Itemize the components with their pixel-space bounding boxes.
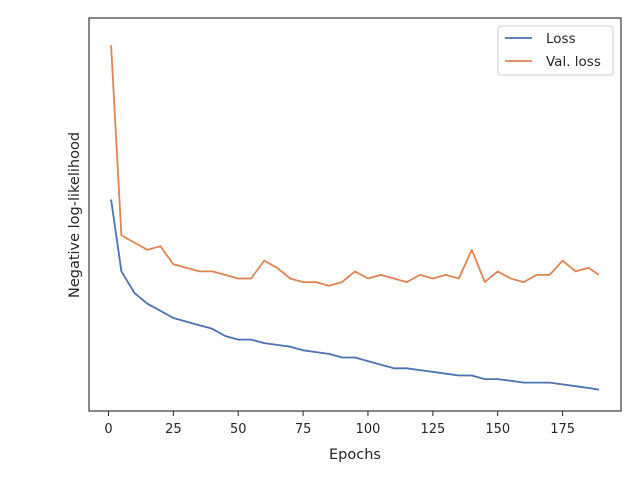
x-tick-label-175: 175: [550, 422, 575, 437]
x-tick-label-100: 100: [356, 422, 381, 437]
plot-area-frame: [88, 17, 622, 412]
series-line-val-loss: [110, 45, 600, 287]
x-tick-label-25: 25: [165, 422, 182, 437]
legend: Loss Val. loss: [497, 25, 614, 76]
x-tick-label-0: 0: [104, 422, 112, 437]
x-tick-label-75: 75: [295, 422, 312, 437]
x-tick-label-50: 50: [230, 422, 247, 437]
x-axis-ticks: 0 25 50 75 100 125 150 175: [104, 411, 575, 437]
series-line-loss: [110, 199, 600, 391]
x-axis-label: Epochs: [329, 447, 381, 463]
y-axis-label: Negative log-likelihood: [67, 132, 83, 298]
legend-label-val-loss: Val. loss: [546, 54, 601, 70]
series-lines: [110, 45, 600, 391]
x-tick-label-150: 150: [485, 422, 510, 437]
legend-label-loss: Loss: [546, 31, 576, 47]
x-tick-label-125: 125: [420, 422, 445, 437]
